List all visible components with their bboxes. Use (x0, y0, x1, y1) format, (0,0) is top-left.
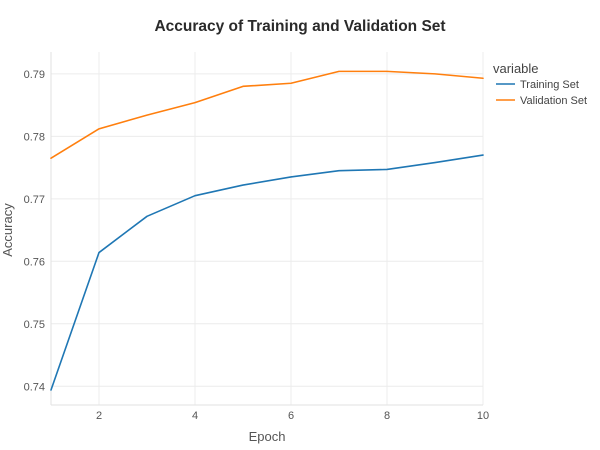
x-tick-label: 8 (384, 410, 390, 422)
legend-items: Training Set Validation Set (496, 79, 587, 107)
tick-labels: 2 4 6 8 10 0.74 0.75 0.76 0.77 0.78 0.79 (24, 69, 490, 422)
y-tick-label: 0.79 (24, 69, 45, 81)
y-axis-title: Accuracy (0, 203, 15, 257)
x-tick-label: 4 (192, 410, 198, 422)
x-tick-label: 10 (477, 410, 489, 422)
series-line-training-set (50, 154, 484, 391)
y-tick-label: 0.77 (24, 194, 45, 206)
series-line-validation-set (50, 70, 484, 160)
y-tick-label: 0.74 (24, 381, 45, 393)
legend: variable Training Set Validation Set (493, 61, 587, 107)
x-axis-title: Epoch (249, 429, 286, 444)
y-tick-label: 0.75 (24, 319, 45, 331)
series-lines (50, 70, 484, 391)
plot-axes (50, 52, 483, 406)
y-tick-label: 0.78 (24, 131, 45, 143)
legend-title: variable (493, 61, 539, 76)
x-tick-label: 2 (96, 410, 102, 422)
x-tick-label: 6 (288, 410, 294, 422)
legend-label-training-set: Training Set (520, 79, 579, 91)
chart-title: Accuracy of Training and Validation Set (154, 18, 445, 35)
legend-label-validation-set: Validation Set (520, 95, 587, 107)
grid-lines (51, 52, 484, 405)
y-tick-label: 0.76 (24, 256, 45, 268)
